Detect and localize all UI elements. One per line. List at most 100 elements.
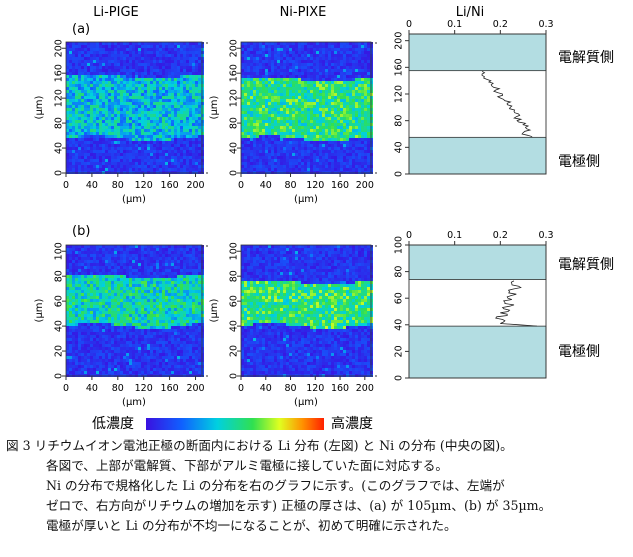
region-label-electrolyte-b: 電解質側: [558, 257, 614, 273]
colorbar: [146, 418, 324, 430]
heatmap-frame: [65, 244, 203, 377]
y-tick-label: 200: [54, 39, 65, 57]
figure: Li-PIGE Ni-PIXE Li/Ni (a) (b) 0 40 80 120 16…: [34, 5, 614, 432]
x-tick-label: 0.2: [493, 19, 508, 30]
y-tick-label: 20: [229, 345, 240, 357]
y-tick-label: 0: [54, 170, 65, 176]
x-tick-label: 0.1: [447, 230, 462, 241]
y-axis-label: (µm): [34, 298, 45, 322]
region-label-electrolyte-a: 電解質側: [558, 50, 614, 66]
x-axis-label: (µm): [122, 194, 146, 205]
y-tick-label: 80: [229, 270, 240, 282]
heatmap-cells: [241, 42, 373, 174]
y-tick-label: 120: [229, 89, 240, 107]
colorbar-high-label: 高濃度: [331, 415, 373, 432]
heatmap-b-ni: 0 40 80 120 160 200 0 20 40 60 80 100 (µm) (µm): [209, 242, 379, 408]
li-ni-profile-line: [495, 280, 537, 327]
heatmap-cells: [241, 245, 373, 377]
y-tick-label: 40: [394, 319, 405, 331]
y-tick-label: 40: [54, 320, 65, 332]
y-tick-label: 200: [394, 32, 405, 50]
x-tick-label: 120: [135, 180, 153, 191]
x-tick-label: 120: [135, 383, 153, 394]
heatmap-b-li: 0 40 80 120 160 200 0 20 40 60 80 100 (µm) (µm): [34, 242, 210, 408]
y-tick-label: 80: [394, 115, 405, 127]
y-tick-label: 40: [229, 320, 240, 332]
y-tick-label: 60: [394, 292, 405, 304]
y-tick-label: 160: [229, 64, 240, 82]
colorbar-low-label: 低濃度: [92, 416, 134, 432]
x-tick-label: 40: [260, 383, 272, 394]
y-tick-label: 80: [54, 270, 65, 282]
heatmap-a-ni: 0 40 80 120 160 200 0 40 80 120 160 200 (µm) (µm): [209, 39, 379, 205]
y-axis-label: (µm): [209, 298, 220, 322]
y-tick-label: 120: [394, 85, 405, 103]
heatmap-cells: [66, 42, 204, 174]
y-axis-label: (µm): [209, 95, 220, 119]
y-tick-label: 160: [394, 58, 405, 76]
x-tick-label: 40: [86, 180, 98, 191]
y-tick-label: 120: [54, 89, 65, 107]
profile-frame: [408, 244, 547, 379]
y-tick-label: 40: [54, 142, 65, 154]
heatmap-frame: [240, 244, 372, 377]
x-tick-label: 80: [112, 383, 124, 394]
electrolyte-region: [408, 33, 547, 72]
y-tick-label: 20: [394, 345, 405, 357]
region-label-electrode-a: 電極側: [558, 154, 600, 170]
caption-line-1: 図 3 リチウムイオン電池正極の断面内における Li 分布 (左図) と Ni …: [6, 438, 513, 453]
heatmap-frame: [240, 41, 372, 174]
column-title-li-pige: Li-PIGE: [93, 5, 139, 20]
caption-line-5: 電極が厚いと Li の分布が不均一になることが、初めて明確に示された。: [46, 518, 457, 533]
profile-b-li-ni: 0 0.1 0.2 0.3 0 20 40 60 80 100: [394, 230, 554, 381]
x-tick-label: 80: [284, 383, 296, 394]
li-ni-profile-line: [481, 70, 533, 138]
panel-label-b: (b): [72, 224, 90, 239]
x-tick-label: 80: [112, 180, 124, 191]
y-tick-label: 0: [229, 170, 240, 176]
x-tick-label: 200: [356, 383, 374, 394]
x-tick-label: 160: [331, 383, 349, 394]
x-axis-label: (µm): [294, 194, 318, 205]
y-tick-label: 0: [394, 375, 405, 381]
heatmap-frame: [65, 41, 203, 174]
x-axis-label: (µm): [122, 397, 146, 408]
x-tick-label: 0.2: [493, 230, 508, 241]
y-tick-label: 160: [54, 64, 65, 82]
profile-frame: [408, 33, 547, 175]
x-tick-label: 0.3: [538, 230, 553, 241]
x-tick-label: 40: [86, 383, 98, 394]
column-title-ni-pixe: Ni-PIXE: [280, 5, 327, 20]
y-tick-label: 40: [229, 142, 240, 154]
x-tick-label: 160: [161, 383, 179, 394]
caption-line-4: ゼロで、右方向がリチウムの増加を示す) 正極の厚さは、(a) が 105µm、(…: [46, 498, 552, 513]
x-tick-label: 160: [331, 180, 349, 191]
x-tick-label: 0.3: [538, 19, 553, 30]
y-tick-label: 100: [394, 236, 405, 254]
x-tick-label: 200: [186, 383, 204, 394]
x-tick-label: 0: [238, 180, 244, 191]
y-tick-label: 80: [229, 117, 240, 129]
x-tick-label: 0: [63, 383, 69, 394]
y-tick-label: 40: [394, 141, 405, 153]
x-tick-label: 0: [238, 383, 244, 394]
x-tick-label: 80: [284, 180, 296, 191]
heatmap-cells: [66, 245, 204, 377]
y-tick-label: 100: [229, 242, 240, 260]
electrolyte-region: [408, 244, 547, 280]
y-tick-label: 0: [229, 373, 240, 379]
y-tick-label: 100: [54, 242, 65, 260]
y-tick-label: 80: [394, 266, 405, 278]
y-tick-label: 80: [54, 117, 65, 129]
x-tick-label: 200: [186, 180, 204, 191]
caption-line-3: Ni の分布で規格化した Li の分布を右のグラフに示す。(このグラフでは、左端…: [46, 478, 505, 493]
electrode-region: [408, 325, 547, 379]
y-tick-label: 200: [229, 39, 240, 57]
y-tick-label: 60: [54, 295, 65, 307]
region-label-electrode-b: 電極側: [558, 344, 600, 360]
x-tick-label: 0.1: [447, 19, 462, 30]
heatmap-a-li: 0 40 80 120 160 200 0 40 80 120 160 200 (µm) (µm): [34, 39, 210, 205]
electrode-region: [408, 136, 547, 175]
x-tick-label: 40: [260, 180, 272, 191]
x-axis-label: (µm): [294, 397, 318, 408]
